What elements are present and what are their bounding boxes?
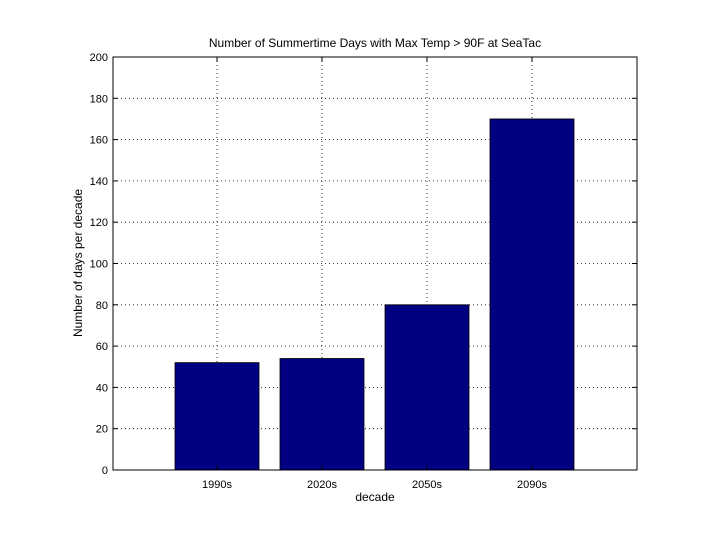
y-tick-label: 0: [102, 465, 108, 477]
axis-ticks: [113, 56, 637, 471]
x-axis-label: decade: [355, 490, 395, 504]
bar-2050s: [384, 304, 470, 471]
y-tick-label: 200: [90, 52, 108, 64]
y-tick-label: 60: [96, 341, 108, 353]
y-tick-label: 180: [90, 93, 108, 105]
bar-2090s: [489, 118, 575, 471]
y-tick-labels: 0 20 40 60 80 100 120 140 160 180 200: [90, 52, 108, 477]
x-tick-label: 1990s: [202, 479, 232, 491]
y-tick-label: 100: [90, 259, 108, 271]
y-tick-label: 140: [90, 176, 108, 188]
y-tick-label: 40: [96, 382, 108, 394]
x-tick-labels: 1990s 2020s 2050s 2090s: [202, 479, 547, 491]
y-tick-label: 80: [96, 300, 108, 312]
chart-title: Number of Summertime Days with Max Temp …: [209, 36, 541, 50]
y-tick-label: 20: [96, 424, 108, 436]
x-tick-label: 2050s: [412, 479, 442, 491]
x-tick-label: 2020s: [307, 479, 337, 491]
y-axis-label: Number of days per decade: [71, 189, 85, 337]
bar-2020s: [279, 358, 365, 471]
y-tick-label: 160: [90, 135, 108, 147]
bars: [174, 118, 575, 471]
y-tick-label: 120: [90, 217, 108, 229]
x-tick-label: 2090s: [517, 479, 547, 491]
bar-1990s: [174, 362, 260, 471]
